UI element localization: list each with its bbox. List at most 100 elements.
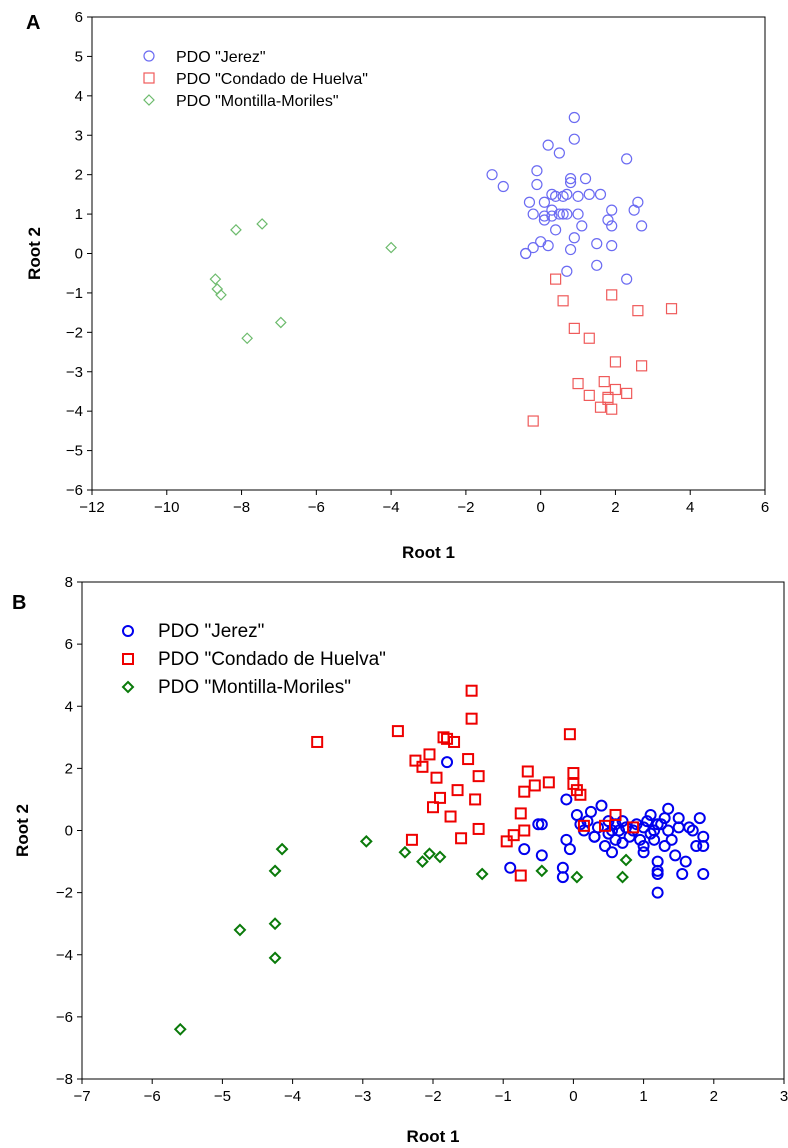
data-point (567, 777, 580, 790)
data-point (637, 840, 650, 853)
data-point (564, 176, 577, 189)
data-point (385, 241, 397, 254)
data-point (676, 867, 689, 880)
legend: PDO "Jerez" PDO "Condado de Huelva" PDO "M… (121, 621, 386, 698)
data-point (567, 767, 580, 780)
data-point (268, 917, 282, 931)
data-point (469, 793, 482, 806)
data-point (268, 864, 282, 878)
data-point (621, 153, 633, 165)
data-point (606, 240, 618, 252)
data-point (619, 853, 633, 867)
data-point (651, 886, 664, 899)
x-tick-label: −4 (383, 499, 400, 516)
x-tick-label: 0 (536, 499, 544, 516)
legend-label: PDO "Montilla-Moriles" (158, 677, 351, 698)
y-tick-label: −8 (56, 1071, 73, 1088)
data-point (662, 802, 675, 815)
data-point (588, 830, 601, 843)
legend-label: PDO "Condado de Huelva" (176, 71, 368, 88)
series-circle (486, 111, 648, 285)
x-axis-title: Root 1 (407, 1127, 460, 1146)
data-point (538, 210, 551, 222)
data-point (475, 867, 489, 881)
x-tick-label: −2 (457, 499, 474, 516)
data-point (507, 829, 520, 842)
x-tick-label: −2 (424, 1088, 441, 1105)
legend-label: PDO "Montilla-Moriles" (176, 93, 339, 110)
x-tick-label: 2 (611, 499, 619, 516)
data-point (564, 173, 577, 185)
data-point (576, 220, 588, 232)
y-tick-label: 0 (75, 246, 83, 263)
data-point (655, 818, 668, 831)
data-point (697, 830, 710, 843)
data-point (518, 785, 531, 798)
y-tick-label: −6 (66, 482, 83, 499)
data-point (594, 188, 607, 200)
panel-label: A (26, 12, 41, 34)
data-point (527, 415, 539, 427)
data-point (391, 725, 404, 738)
data-point (609, 383, 622, 396)
legend-marker (143, 72, 155, 84)
x-tick-label: −5 (214, 1088, 231, 1105)
x-tick-label: −3 (354, 1088, 371, 1105)
y-tick-label: 5 (75, 48, 83, 65)
data-point (641, 815, 654, 828)
x-tick-label: −8 (233, 499, 250, 516)
data-point (598, 376, 610, 388)
data-point (531, 165, 543, 177)
data-point (550, 224, 562, 236)
data-point (665, 303, 678, 315)
data-point (215, 289, 227, 301)
data-point (564, 243, 577, 256)
data-point (472, 822, 485, 835)
x-tick-label: 2 (710, 1088, 718, 1105)
data-point (636, 220, 648, 232)
data-point (405, 833, 418, 846)
data-point (665, 833, 678, 846)
data-point (632, 196, 644, 208)
data-point (538, 196, 551, 208)
data-point (570, 870, 584, 884)
y-tick-label: −6 (56, 1009, 73, 1026)
data-point (579, 173, 592, 185)
data-point (209, 273, 222, 285)
data-point (542, 776, 555, 789)
data-point (448, 735, 461, 748)
y-tick-label: 3 (75, 127, 83, 144)
legend-marker (121, 680, 135, 694)
data-point (550, 273, 562, 285)
data-point (538, 214, 551, 226)
data-point (697, 867, 710, 880)
x-tick-label: −4 (284, 1088, 301, 1105)
data-point (514, 869, 527, 882)
data-point (433, 850, 447, 864)
data-point (520, 247, 532, 260)
series-square (527, 273, 678, 427)
data-point (535, 864, 549, 878)
data-point (598, 840, 611, 853)
data-point (616, 836, 629, 849)
data-point (606, 204, 618, 216)
data-point (669, 849, 682, 862)
data-point (230, 224, 242, 236)
data-point (434, 791, 447, 804)
data-point (531, 178, 543, 191)
data-point (409, 754, 422, 767)
data-point (606, 846, 619, 859)
data-point (574, 788, 587, 801)
y-tick-label: 2 (75, 167, 83, 184)
data-point (561, 265, 573, 277)
data-point (644, 827, 657, 840)
x-tick-label: −7 (73, 1088, 90, 1105)
data-point (311, 735, 324, 748)
series-circle (441, 756, 710, 899)
data-point (430, 771, 443, 784)
data-point (542, 139, 554, 151)
x-tick-label: 3 (780, 1088, 788, 1105)
data-point (441, 732, 454, 745)
x-tick-label: 4 (686, 499, 694, 516)
data-point (211, 283, 224, 295)
